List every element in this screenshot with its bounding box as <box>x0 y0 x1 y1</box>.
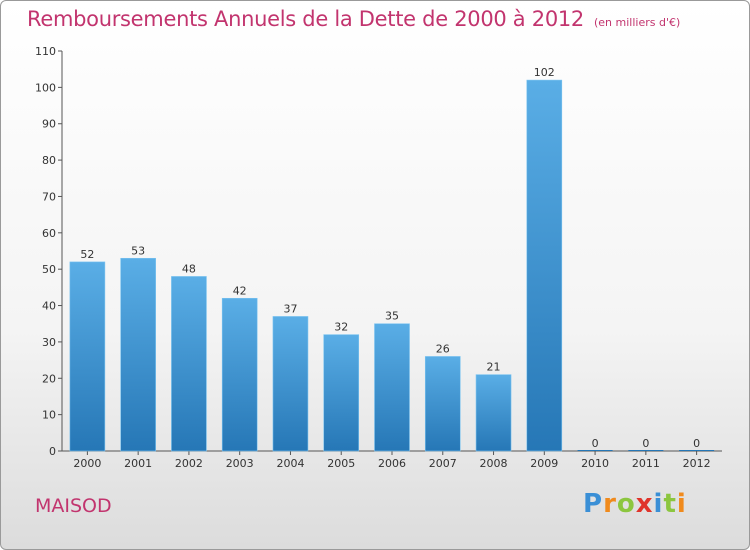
brand-letter: t <box>663 489 677 519</box>
x-tick-label: 2011 <box>632 457 660 470</box>
brand-letter: i <box>676 489 687 519</box>
bar <box>120 257 156 452</box>
data-label: 42 <box>233 284 247 297</box>
x-tick-label: 2010 <box>581 457 609 470</box>
data-label: 0 <box>642 437 649 450</box>
x-tick-label: 2009 <box>530 457 558 470</box>
bars <box>69 79 715 452</box>
data-label: 21 <box>487 361 501 374</box>
bar <box>221 297 258 452</box>
bar <box>679 450 715 451</box>
x-tick-label: 2012 <box>683 457 711 470</box>
x-tick-label: 2002 <box>175 457 203 470</box>
chart-title-text: Remboursements Annuels de la Dette de 20… <box>27 7 584 31</box>
data-label: 0 <box>693 437 700 450</box>
brand-letter: o <box>616 489 636 519</box>
y-tick-label: 80 <box>42 154 56 167</box>
data-label: 102 <box>534 66 555 79</box>
y-tick-label: 110 <box>35 45 56 58</box>
y-tick-label: 50 <box>42 263 56 276</box>
x-tick-label: 2000 <box>73 457 101 470</box>
bar <box>69 261 106 452</box>
data-label: 37 <box>283 302 297 315</box>
y-tick-label: 70 <box>42 190 56 203</box>
data-label: 52 <box>80 248 94 261</box>
brand-letter: x <box>635 489 654 519</box>
x-tick-label: 2008 <box>480 457 508 470</box>
x-tick-label: 2007 <box>429 457 457 470</box>
bar <box>323 334 360 452</box>
y-tick-label: 10 <box>42 409 56 422</box>
brand-letter: r <box>603 489 617 519</box>
y-tick-label: 40 <box>42 300 56 313</box>
y-tick-label: 60 <box>42 227 56 240</box>
x-tick-label: 2004 <box>276 457 304 470</box>
bar <box>577 450 613 451</box>
y-tick-label: 30 <box>42 336 56 349</box>
y-tick-label: 100 <box>35 81 56 94</box>
y-tick-label: 0 <box>49 445 56 458</box>
brand-letter: P <box>583 489 604 519</box>
bar <box>171 276 207 452</box>
unit-label: (en milliers d'€) <box>594 16 681 29</box>
x-tick-label: 2001 <box>124 457 152 470</box>
data-label: 48 <box>182 262 196 275</box>
bar <box>374 323 410 452</box>
bar <box>628 450 664 451</box>
bar <box>526 79 563 452</box>
value-labels: 52 53 48 42 37 32 35 26 21 102 0 0 0 <box>80 66 700 450</box>
commune-name: MAISOD <box>35 495 112 517</box>
x-tick-label: 2003 <box>226 457 254 470</box>
data-label: 32 <box>334 321 348 334</box>
bar <box>424 356 461 452</box>
data-label: 53 <box>131 244 145 257</box>
x-tick-label: 2005 <box>327 457 355 470</box>
data-label: 35 <box>385 310 399 323</box>
data-label: 26 <box>436 342 450 355</box>
y-tick-label: 90 <box>42 118 56 131</box>
bar <box>272 316 309 452</box>
x-tick-label: 2006 <box>378 457 406 470</box>
y-tick-label: 20 <box>42 372 56 385</box>
brand-letter: i <box>653 489 664 519</box>
data-label: 0 <box>592 437 599 450</box>
chart-title: Remboursements Annuels de la Dette de 20… <box>27 7 680 31</box>
bar <box>475 374 512 452</box>
brand-logo: Proxiti <box>583 489 687 519</box>
